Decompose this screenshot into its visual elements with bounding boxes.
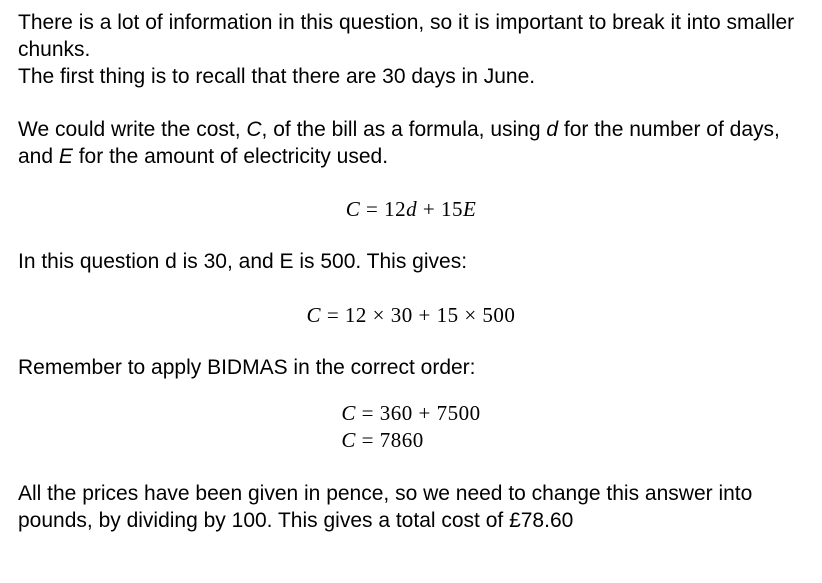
formula3-eq: = [356, 401, 380, 425]
formula2-eq: = [321, 303, 345, 327]
formula-sum: C = 360 + 7500 [341, 400, 480, 427]
setup-paragraph: We could write the cost, C, of the bill … [18, 117, 804, 171]
formula4-rhs: 7860 [380, 428, 424, 452]
formula1-eq: = [360, 197, 384, 221]
setup-text-end: for the amount of electricity used. [73, 145, 388, 168]
intro-paragraph-2: The first thing is to recall that there … [18, 64, 804, 91]
bidmas-paragraph: Remember to apply BIDMAS in the correct … [18, 355, 804, 382]
formula2-lhs: C [307, 303, 322, 327]
formula1-var-e: E [463, 197, 476, 221]
setup-var-d: d [546, 118, 558, 141]
formula3-rhs: 360 + 7500 [380, 401, 481, 425]
formula3-lhs: C [341, 401, 356, 425]
formula4-lhs: C [341, 428, 356, 452]
formula2-rhs: 12 × 30 + 15 × 500 [345, 303, 516, 327]
formula1-coef-a: 12 [384, 197, 406, 221]
formula1-lhs: C [346, 197, 361, 221]
setup-text-pre: We could write the cost, [18, 118, 246, 141]
formula-evaluation-block: C = 360 + 7500 C = 7860 [341, 400, 480, 454]
formula-result: C = 7860 [341, 427, 480, 454]
setup-var-e: E [59, 145, 73, 168]
intro-paragraph-1: There is a lot of information in this qu… [18, 10, 804, 64]
setup-var-c: C [246, 118, 261, 141]
substitute-paragraph: In this question d is 30, and E is 500. … [18, 249, 804, 276]
conclusion-paragraph: All the prices have been given in pence,… [18, 481, 804, 535]
formula-cost-definition: C = 12d + 15E [18, 196, 804, 223]
formula1-coef-b: 15 [441, 197, 463, 221]
formula4-eq: = [356, 428, 380, 452]
formula1-var-d: d [406, 197, 417, 221]
formula1-plus: + [417, 197, 441, 221]
formula-substituted: C = 12 × 30 + 15 × 500 [18, 302, 804, 329]
setup-text-mid1: , of the bill as a formula, using [262, 118, 547, 141]
